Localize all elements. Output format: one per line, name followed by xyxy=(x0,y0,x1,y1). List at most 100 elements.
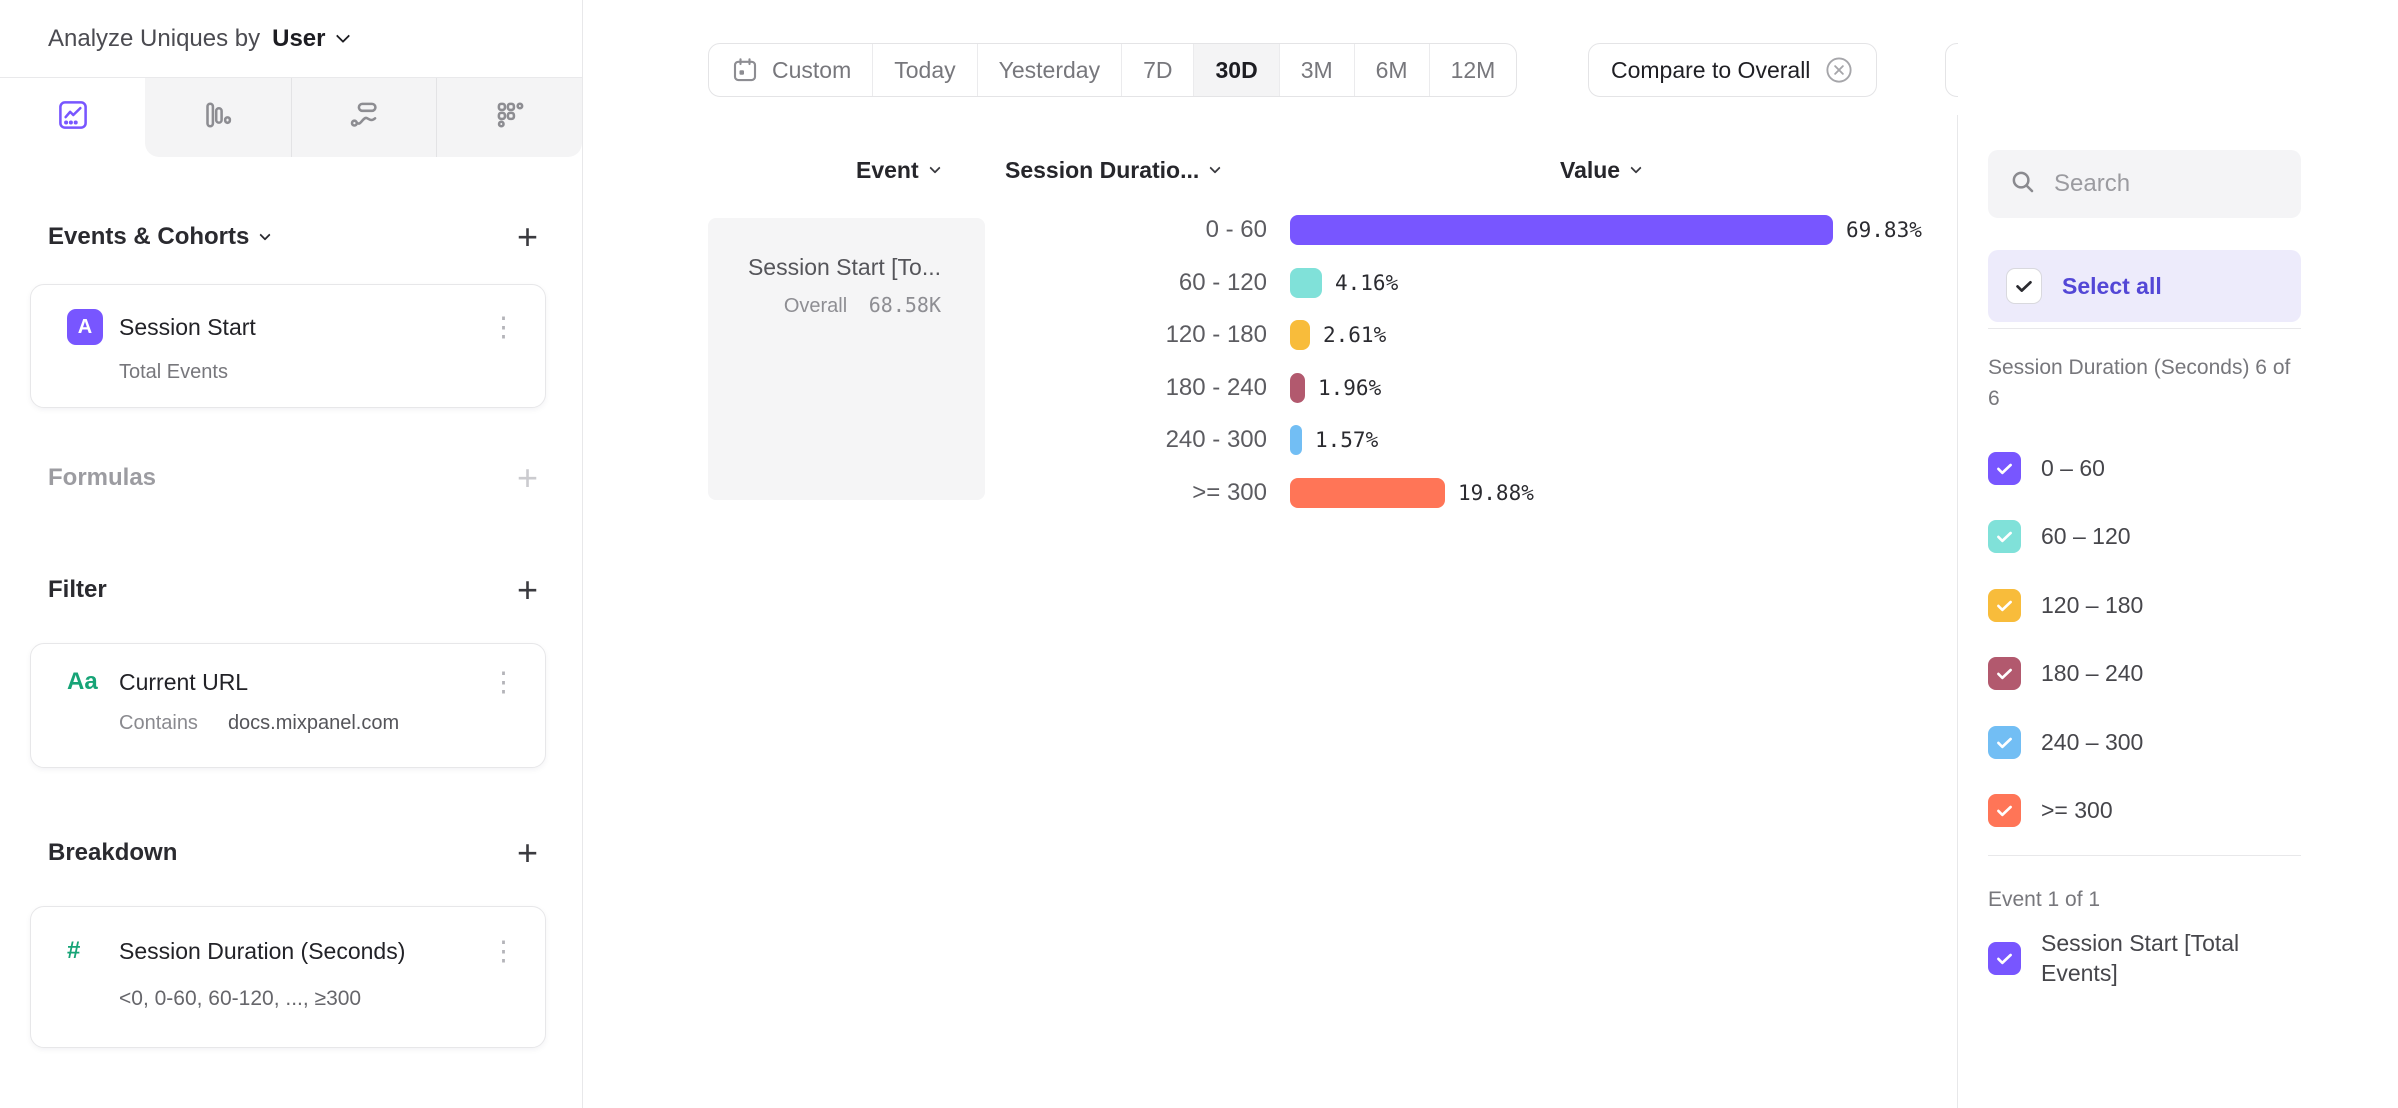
tab-retention[interactable] xyxy=(436,78,582,157)
overall-value: 68.58K xyxy=(868,293,941,317)
inactive-tabs-group xyxy=(145,78,582,157)
breakdown-card[interactable]: # Session Duration (Seconds) ⋮ <0, 0-60,… xyxy=(30,906,546,1048)
chart-row: >= 300 19.88% xyxy=(583,467,1957,519)
checkbox-gte-300[interactable] xyxy=(1988,794,2021,828)
column-header-value[interactable]: Value xyxy=(1560,157,1642,184)
chevron-down-icon xyxy=(335,28,350,44)
formulas-section-header: Formulas + xyxy=(0,453,582,503)
date-range-30d-selected[interactable]: 30D xyxy=(1193,44,1279,96)
formulas-section-title: Formulas xyxy=(48,464,157,491)
date-range-today[interactable]: Today xyxy=(872,44,976,96)
date-range-6m[interactable]: 6M xyxy=(1353,44,1429,96)
legend-item[interactable]: 60 – 120 xyxy=(1988,503,2301,572)
legend-item-label: 240 – 300 xyxy=(2041,728,2144,755)
date-range-12m[interactable]: 12M xyxy=(1428,44,1517,96)
bucket-label: 180 - 240 xyxy=(1165,373,1267,401)
legend-item[interactable]: 180 – 240 xyxy=(1988,640,2301,709)
bucket-label: 60 - 120 xyxy=(1178,268,1267,296)
chart-row: 0 - 60 69.83% xyxy=(583,204,1957,256)
analyze-label: Analyze Uniques by xyxy=(48,24,261,52)
event-card-subtitle[interactable]: Total Events xyxy=(119,361,228,383)
filter-value[interactable]: docs.mixpanel.com xyxy=(227,712,400,734)
bar-chart-area: Event Session Duratio... Value Session S… xyxy=(583,115,1957,1108)
divider xyxy=(1988,328,2301,329)
column-header-breakdown[interactable]: Session Duratio... xyxy=(1005,157,1221,184)
chart-row: 120 - 180 2.61% xyxy=(583,309,1957,361)
breakdown-card-title: Session Duration (Seconds) xyxy=(119,937,406,964)
checkbox-0-60[interactable] xyxy=(1988,451,2021,485)
event-letter-badge: A xyxy=(67,309,103,345)
checkbox-60-120[interactable] xyxy=(1988,520,2021,554)
query-builder-sidebar: Analyze Uniques by User xyxy=(0,0,583,1108)
bar-120-180[interactable] xyxy=(1290,320,1310,350)
legend-item-label: >= 300 xyxy=(2041,797,2113,824)
checkbox-120-180[interactable] xyxy=(1988,588,2021,622)
add-breakdown-button[interactable]: + xyxy=(516,832,538,873)
bucket-label: 120 - 180 xyxy=(1165,321,1267,348)
date-range-label: 6M xyxy=(1375,56,1408,83)
date-range-yesterday[interactable]: Yesterday xyxy=(976,44,1121,96)
column-header-event[interactable]: Event xyxy=(856,157,941,184)
compare-to-overall-chip[interactable]: Compare to Overall xyxy=(1588,43,1878,97)
tab-flows[interactable] xyxy=(290,78,437,157)
search-input[interactable] xyxy=(2054,170,2274,198)
bar-gte-300[interactable] xyxy=(1290,477,1445,508)
legend-item[interactable]: >= 300 xyxy=(1988,777,2301,846)
select-all-row[interactable]: Select all xyxy=(1988,250,2301,322)
breakdown-buckets-label[interactable]: <0, 0-60, 60-120, ..., ≥300 xyxy=(119,987,362,1010)
kebab-menu-icon[interactable]: ⋮ xyxy=(490,935,517,966)
bar-value: 1.96% xyxy=(1318,375,1382,400)
add-filter-button[interactable]: + xyxy=(516,569,538,610)
report-type-tabs xyxy=(0,78,582,157)
event-row-cell[interactable]: Session Start [To... Overall 68.58K xyxy=(708,218,985,500)
checkbox-180-240[interactable] xyxy=(1988,657,2021,691)
add-formula-button[interactable]: + xyxy=(516,457,538,498)
flows-icon xyxy=(346,97,382,138)
legend-item-label: 180 – 240 xyxy=(2041,660,2144,687)
legend-item[interactable]: 0 – 60 xyxy=(1988,434,2301,503)
kebab-menu-icon[interactable]: ⋮ xyxy=(490,311,517,342)
event-card-title: Session Start xyxy=(119,313,256,340)
filter-card[interactable]: Aa Current URL ⋮ Contains docs.mixpanel.… xyxy=(30,643,546,768)
remove-compare-icon[interactable] xyxy=(1824,55,1854,85)
bar-value: 69.83% xyxy=(1846,218,1922,242)
numeric-property-icon: # xyxy=(67,937,81,964)
bar-60-120[interactable] xyxy=(1290,267,1322,298)
kebab-menu-icon[interactable]: ⋮ xyxy=(490,666,517,697)
checkbox-session-start[interactable] xyxy=(1988,941,2021,975)
bar-180-240[interactable] xyxy=(1290,372,1305,403)
analyze-value-dropdown[interactable]: User xyxy=(272,24,326,52)
event-card[interactable]: A Session Start ⋮ Total Events xyxy=(30,284,546,408)
add-event-button[interactable]: + xyxy=(516,216,538,257)
bar-0-60[interactable] xyxy=(1290,215,1833,245)
breakdown-legend-list: 0 – 60 60 – 120 120 – 180 180 – 240 xyxy=(1988,434,2301,845)
filter-section-header: Filter + xyxy=(0,565,582,615)
column-header-label: Session Duratio... xyxy=(1005,157,1200,183)
tab-funnels[interactable] xyxy=(145,78,291,157)
string-property-icon: Aa xyxy=(67,668,98,695)
chevron-down-icon xyxy=(1209,162,1221,174)
date-range-custom[interactable]: Custom xyxy=(709,44,872,96)
legend-item[interactable]: 240 – 300 xyxy=(1988,708,2301,777)
select-all-checkbox[interactable] xyxy=(2006,268,2042,304)
checkbox-240-300[interactable] xyxy=(1988,725,2021,759)
event-legend-item[interactable]: Session Start [Total Events] xyxy=(1988,928,2301,988)
events-section-header: Events & Cohorts + xyxy=(0,212,582,262)
tab-insights[interactable] xyxy=(0,78,146,157)
bar-240-300[interactable] xyxy=(1290,425,1302,455)
bucket-label: 0 - 60 xyxy=(1205,216,1267,243)
date-range-3m[interactable]: 3M xyxy=(1278,44,1354,96)
legend-item[interactable]: 120 – 180 xyxy=(1988,571,2301,640)
filter-card-title: Current URL xyxy=(119,668,249,695)
date-range-label: Today xyxy=(894,56,956,83)
events-section-title[interactable]: Events & Cohorts xyxy=(48,223,272,251)
chart-row: 240 - 300 1.57% xyxy=(583,414,1957,466)
filter-operator[interactable]: Contains xyxy=(119,712,198,734)
legend-item-label: 60 – 120 xyxy=(2041,523,2131,550)
funnels-bars-icon xyxy=(200,97,236,138)
filter-section-title: Filter xyxy=(48,576,107,603)
event-row-title: Session Start [To... xyxy=(747,254,941,280)
bar-value: 1.57% xyxy=(1315,428,1379,452)
date-range-label: 7D xyxy=(1143,56,1173,83)
date-range-7d[interactable]: 7D xyxy=(1121,44,1193,96)
